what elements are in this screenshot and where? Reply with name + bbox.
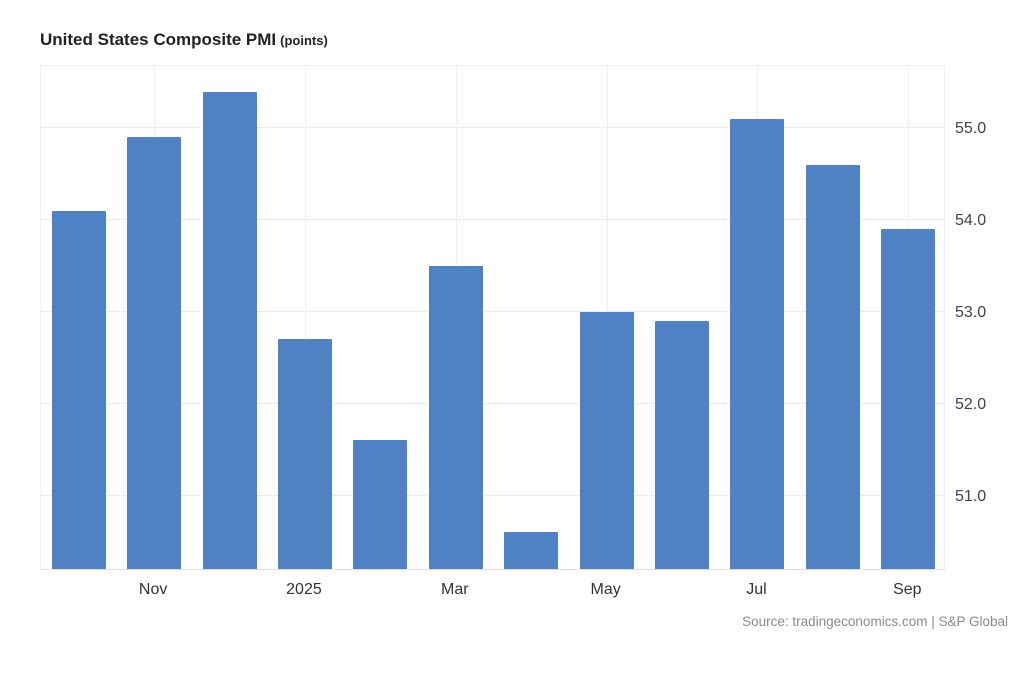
- h-gridline: [41, 402, 944, 404]
- h-gridline: [41, 127, 944, 129]
- source-attribution: Source: tradingeconomics.com | S&P Globa…: [742, 614, 1008, 629]
- bar[interactable]: [52, 211, 106, 569]
- x-axis-tick-label: Jul: [746, 581, 767, 598]
- bar[interactable]: [504, 532, 558, 569]
- chart-title-text: United States Composite PMI: [40, 30, 277, 49]
- plot-area: [40, 65, 945, 570]
- bar[interactable]: [881, 229, 935, 569]
- chart-title: United States Composite PMI (points): [40, 30, 328, 50]
- bar[interactable]: [203, 92, 257, 569]
- h-gridline: [41, 310, 944, 312]
- h-gridline: [41, 494, 944, 496]
- v-gridline: [304, 66, 306, 569]
- x-axis-tick-label: Mar: [441, 581, 469, 598]
- x-axis-tick-label: May: [590, 581, 621, 598]
- bar[interactable]: [127, 137, 181, 569]
- y-axis-tick-label: 55.0: [955, 120, 987, 138]
- bar[interactable]: [353, 440, 407, 569]
- bar[interactable]: [730, 119, 784, 569]
- x-axis-tick-label: 2025: [286, 581, 322, 598]
- y-axis-tick-label: 52.0: [955, 395, 987, 413]
- y-axis-tick-label: 53.0: [955, 303, 987, 321]
- bar[interactable]: [580, 312, 634, 569]
- x-axis-tick-label: Sep: [893, 581, 922, 598]
- bar[interactable]: [806, 165, 860, 569]
- bar[interactable]: [655, 321, 709, 569]
- bar[interactable]: [278, 339, 332, 569]
- bar[interactable]: [429, 266, 483, 569]
- y-axis-tick-label: 51.0: [955, 487, 987, 505]
- y-axis-tick-label: 54.0: [955, 212, 987, 230]
- h-gridline: [41, 219, 944, 221]
- x-axis-tick-label: Nov: [138, 581, 168, 598]
- chart-title-units: (points): [280, 33, 328, 48]
